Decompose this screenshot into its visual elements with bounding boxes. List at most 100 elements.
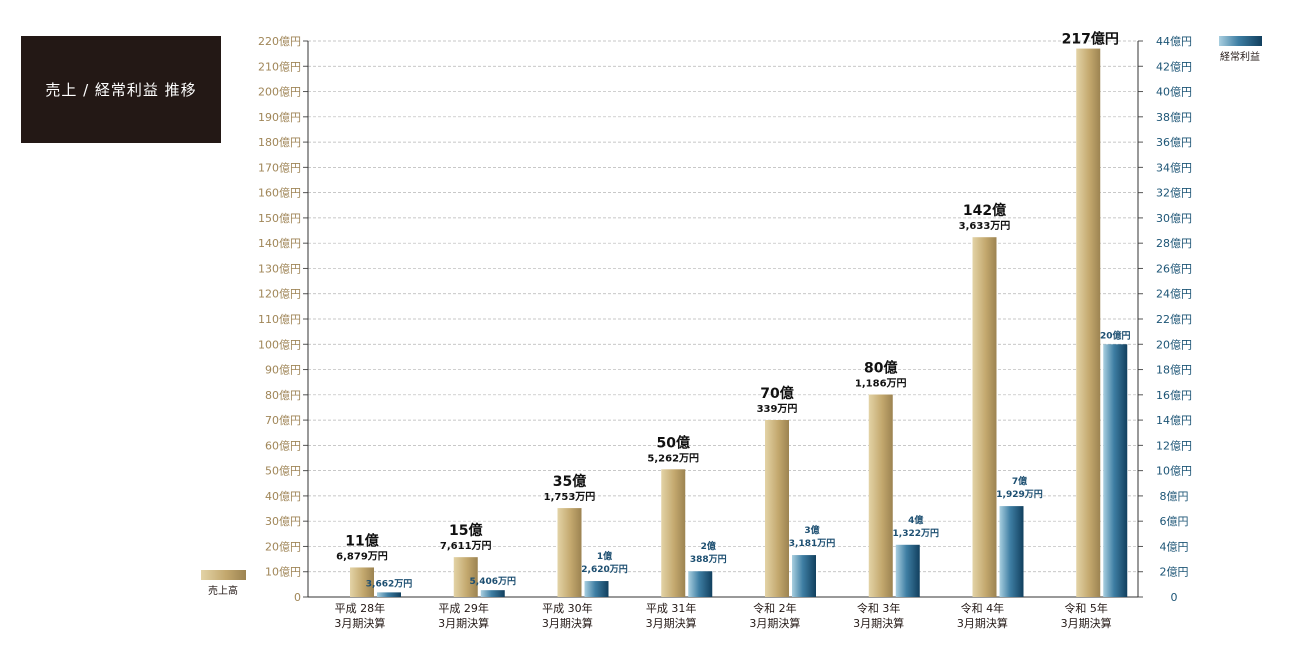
right-tick-label: 30億円 bbox=[1156, 212, 1192, 225]
right-tick-label: 34億円 bbox=[1156, 161, 1192, 174]
right-tick-label: 10億円 bbox=[1156, 465, 1192, 478]
right-tick-label: 22億円 bbox=[1156, 313, 1192, 326]
x-tick-label: 3月期決算 bbox=[749, 616, 800, 630]
legend-sales-swatch bbox=[201, 570, 246, 580]
chart-title: 売上 / 経常利益 推移 bbox=[45, 81, 197, 99]
sales-data-label: 35億 bbox=[553, 473, 586, 490]
left-tick-label: 30億円 bbox=[265, 515, 301, 528]
x-tick-label: 平成 28年 bbox=[335, 601, 386, 615]
left-tick-label: 60億円 bbox=[265, 439, 301, 452]
sales-data-label: 5,262万円 bbox=[647, 452, 699, 464]
sales-data-label: 6,879万円 bbox=[336, 550, 388, 562]
x-tick-label: 3月期決算 bbox=[853, 616, 904, 630]
legend-profit-swatch bbox=[1219, 36, 1262, 46]
sales-bar bbox=[661, 469, 686, 597]
sales-bar bbox=[1076, 48, 1101, 598]
bars bbox=[350, 48, 1128, 598]
profit-data-label: 20億円 bbox=[1100, 329, 1131, 341]
left-tick-label: 100億円 bbox=[258, 338, 301, 351]
right-tick-label: 20億円 bbox=[1156, 338, 1192, 351]
profit-data-label: 3,662万円 bbox=[366, 578, 412, 589]
profit-data-label: 388万円 bbox=[690, 554, 727, 565]
profit-bar bbox=[584, 581, 609, 597]
profit-bar bbox=[999, 506, 1024, 597]
axes: 0 10億円 20億円 30億円 40億円 50億円 60億円 70億円 80億円 90億円 100… bbox=[258, 35, 1192, 630]
left-tick-label: 40億円 bbox=[265, 490, 301, 503]
right-tick-label: 2億円 bbox=[1160, 566, 1189, 579]
right-tick-label: 0 bbox=[1171, 591, 1178, 604]
left-tick-label: 110億円 bbox=[258, 313, 301, 326]
sales-bar bbox=[557, 508, 582, 597]
left-tick-label: 120億円 bbox=[258, 288, 301, 301]
x-tick-label: 3月期決算 bbox=[1061, 616, 1112, 630]
right-tick-label: 40億円 bbox=[1156, 86, 1192, 99]
x-tick-label: 3月期決算 bbox=[334, 616, 385, 630]
right-tick-label: 24億円 bbox=[1156, 288, 1192, 301]
left-tick-label: 210億円 bbox=[258, 60, 301, 73]
sales-bar bbox=[765, 420, 789, 597]
left-tick-label: 150億円 bbox=[258, 212, 301, 225]
x-tick-label: 平成 31年 bbox=[646, 601, 697, 615]
x-tick-label: 3月期決算 bbox=[957, 616, 1008, 630]
left-tick-label: 20億円 bbox=[265, 540, 301, 553]
sales-data-label: 3,633万円 bbox=[959, 220, 1011, 232]
x-tick-label: 令和 3年 bbox=[857, 601, 901, 615]
left-tick-label: 10億円 bbox=[265, 566, 301, 579]
left-tick-label: 190億円 bbox=[258, 111, 301, 124]
profit-data-label: 2,620万円 bbox=[581, 564, 627, 575]
sales-bar bbox=[868, 394, 893, 597]
left-tick-label: 180億円 bbox=[258, 136, 301, 149]
sales-data-label: 15億 bbox=[449, 522, 482, 539]
right-tick-label: 14億円 bbox=[1156, 414, 1192, 427]
sales-data-label: 7,611万円 bbox=[440, 540, 492, 552]
left-tick-label: 0 bbox=[294, 591, 301, 604]
left-tick-label: 140億円 bbox=[258, 237, 301, 250]
left-tick-label: 220億円 bbox=[258, 35, 301, 48]
sales-data-label: 1,186万円 bbox=[855, 378, 907, 390]
x-tick-label: 3月期決算 bbox=[646, 616, 697, 630]
x-tick-label: 令和 2年 bbox=[753, 601, 797, 615]
left-tick-label: 130億円 bbox=[258, 262, 301, 275]
sales-bar bbox=[972, 237, 997, 598]
sales-data-label: 70億 bbox=[760, 385, 793, 402]
profit-data-label: 4億 bbox=[908, 514, 923, 526]
profit-bar bbox=[895, 544, 920, 597]
left-tick-label: 80億円 bbox=[265, 389, 301, 402]
legend: 売上高 経常利益 bbox=[201, 36, 1262, 597]
sales-data-label: 339万円 bbox=[757, 403, 798, 415]
right-tick-label: 42億円 bbox=[1156, 60, 1192, 73]
right-tick-label: 8億円 bbox=[1160, 490, 1189, 503]
sales-bar bbox=[350, 567, 374, 597]
profit-bar bbox=[480, 590, 505, 597]
x-tick-label: 3月期決算 bbox=[438, 616, 489, 630]
x-tick-label: 令和 5年 bbox=[1064, 601, 1108, 615]
right-tick-label: 38億円 bbox=[1156, 111, 1192, 124]
sales-data-label: 80億 bbox=[864, 360, 897, 377]
profit-bar bbox=[377, 592, 401, 597]
left-tick-label: 50億円 bbox=[265, 465, 301, 478]
right-tick-label: 12億円 bbox=[1156, 439, 1192, 452]
right-tick-label: 44億円 bbox=[1156, 35, 1192, 48]
left-tick-label: 170億円 bbox=[258, 161, 301, 174]
x-tick-label: 令和 4年 bbox=[961, 601, 1005, 615]
x-tick-label: 平成 30年 bbox=[542, 601, 593, 615]
x-tick-label: 平成 29年 bbox=[438, 601, 489, 615]
profit-data-label: 1億 bbox=[597, 550, 612, 562]
sales-data-label: 1,753万円 bbox=[544, 491, 596, 503]
right-tick-label: 26億円 bbox=[1156, 262, 1192, 275]
profit-data-label: 2億 bbox=[701, 540, 716, 552]
profit-bar bbox=[688, 571, 713, 597]
x-tick-label: 3月期決算 bbox=[542, 616, 593, 630]
legend-profit-label: 経常利益 bbox=[1220, 50, 1260, 63]
left-tick-label: 160億円 bbox=[258, 187, 301, 200]
profit-data-label: 1,322万円 bbox=[893, 528, 939, 539]
right-tick-label: 32億円 bbox=[1156, 187, 1192, 200]
right-tick-label: 6億円 bbox=[1160, 515, 1189, 528]
right-tick-label: 36億円 bbox=[1156, 136, 1192, 149]
sales-data-label: 142億 bbox=[963, 202, 1006, 219]
chart-title-box: 売上 / 経常利益 推移 bbox=[21, 36, 221, 143]
profit-data-label: 3億 bbox=[804, 524, 819, 536]
left-tick-label: 200億円 bbox=[258, 86, 301, 99]
left-tick-label: 90億円 bbox=[265, 364, 301, 377]
